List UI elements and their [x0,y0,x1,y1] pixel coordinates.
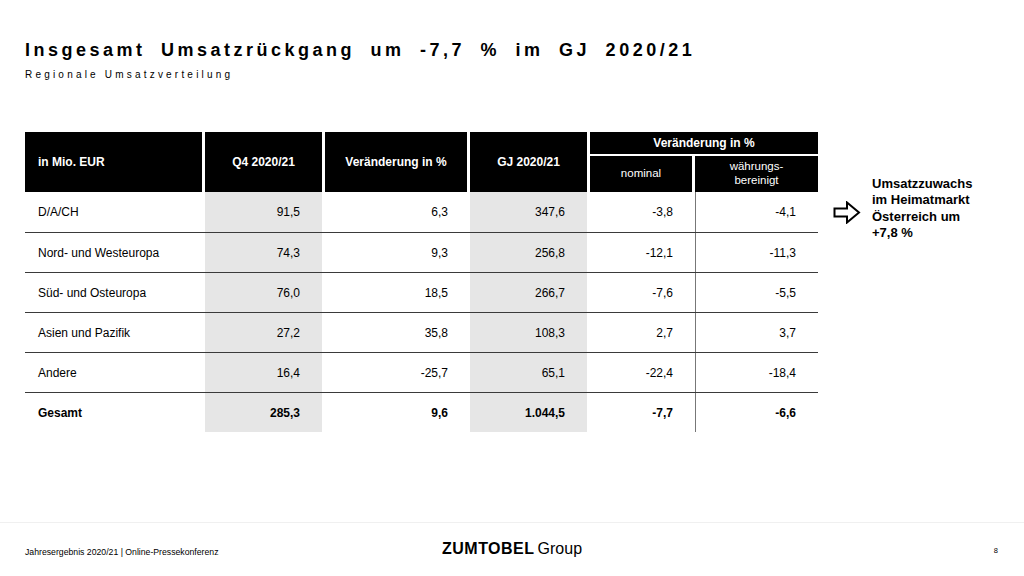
value-chg-q4: 6,3 [325,192,470,232]
table-header-row: in Mio. EUR Q4 2020/21 Veränderung in % … [25,132,818,192]
value-nominal: -7,6 [590,273,695,312]
value-nominal: -22,4 [590,353,695,392]
header-gj: GJ 2020/21 [470,132,590,192]
region-label: Süd- und Osteuropa [25,273,205,312]
value-chg-q4: 18,5 [325,273,470,312]
header-veraenderung-q4: Veränderung in % [325,132,470,192]
slide-subtitle: Regionale Umsatzverteilung [25,69,233,80]
region-label: Andere [25,353,205,392]
value-gj: 1.044,5 [470,393,590,432]
table-row: Asien und Pazifik 27,2 35,8 108,3 2,7 3,… [25,312,818,352]
value-fx: -6,6 [695,393,818,432]
value-fx: -4,1 [695,192,818,232]
value-nominal: -7,7 [590,393,695,432]
zumtobel-group-logo: ZUMTOBELGroup [0,540,1024,558]
value-fx: 3,7 [695,313,818,352]
table-row: Nord- und Westeuropa 74,3 9,3 256,8 -12,… [25,232,818,272]
footer-divider [0,522,1024,523]
value-chg-q4: 9,3 [325,233,470,272]
table-row: Süd- und Osteuropa 76,0 18,5 266,7 -7,6 … [25,272,818,312]
value-gj: 65,1 [470,353,590,392]
value-nominal: -3,8 [590,192,695,232]
right-arrow-icon [833,201,861,224]
value-nominal: -12,1 [590,233,695,272]
table-row: D/A/CH 91,5 6,3 347,6 -3,8 -4,1 [25,192,818,232]
value-q4: 27,2 [205,313,325,352]
slide-title: Insgesamt Umsatzrückgang um -7,7 % im GJ… [25,40,695,61]
header-in-mio-eur: in Mio. EUR [25,132,205,192]
value-fx: -11,3 [695,233,818,272]
value-q4: 16,4 [205,353,325,392]
header-veraenderung-group: Veränderung in % nominal währungs- berei… [590,132,818,192]
value-gj: 266,7 [470,273,590,312]
region-label: Gesamt [25,393,205,432]
region-label: Asien und Pazifik [25,313,205,352]
value-chg-q4: 35,8 [325,313,470,352]
revenue-table: in Mio. EUR Q4 2020/21 Veränderung in % … [25,132,818,432]
header-nominal: nominal [590,156,695,192]
value-chg-q4: 9,6 [325,393,470,432]
header-waehrungsbereinigt: währungs- bereinigt [695,156,818,192]
value-gj: 108,3 [470,313,590,352]
annotation-text: Umsatzzuwachs im Heimatmarkt Österreich … [872,176,972,242]
value-q4: 91,5 [205,192,325,232]
table-row-total: Gesamt 285,3 9,6 1.044,5 -7,7 -6,6 [25,392,818,432]
logo-zumtobel: ZUMTOBEL [442,540,535,557]
header-veraenderung-gj: Veränderung in % [590,132,818,156]
value-fx: -18,4 [695,353,818,392]
value-q4: 285,3 [205,393,325,432]
logo-group: Group [538,540,582,557]
value-q4: 74,3 [205,233,325,272]
region-label: Nord- und Westeuropa [25,233,205,272]
value-nominal: 2,7 [590,313,695,352]
header-q4: Q4 2020/21 [205,132,325,192]
value-q4: 76,0 [205,273,325,312]
value-chg-q4: -25,7 [325,353,470,392]
value-gj: 347,6 [470,192,590,232]
page-number: 8 [994,546,998,555]
value-gj: 256,8 [470,233,590,272]
region-label: D/A/CH [25,192,205,232]
table-row: Andere 16,4 -25,7 65,1 -22,4 -18,4 [25,352,818,392]
value-fx: -5,5 [695,273,818,312]
